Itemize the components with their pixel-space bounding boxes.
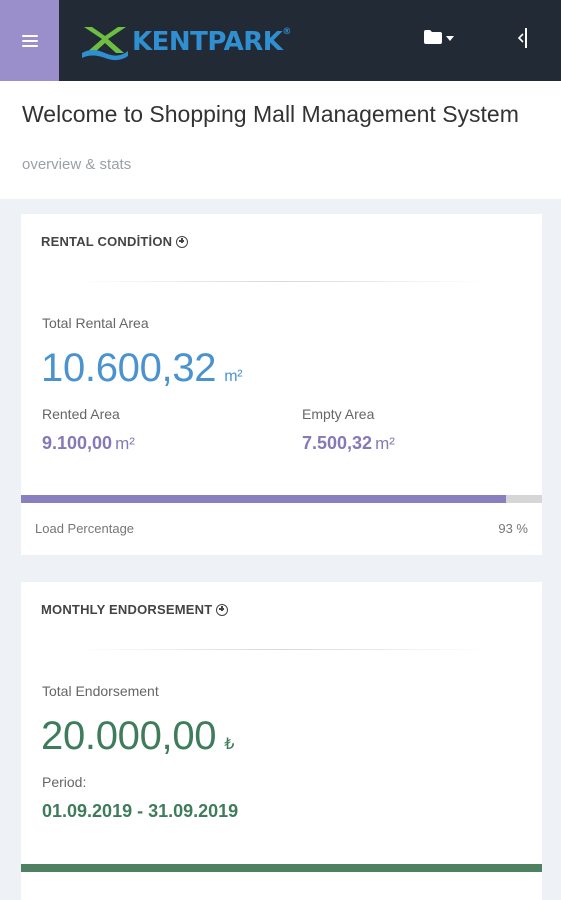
card-title: RENTAL CONDİTİON bbox=[41, 234, 189, 249]
monthly-endorsement-card: MONTHLY ENDORSEMENT Total Endorsement 20… bbox=[21, 582, 542, 900]
total-rental-area-value: 10.600,32 m² bbox=[41, 346, 243, 390]
rental-title-text: RENTAL CONDİTİON bbox=[41, 234, 173, 249]
empty-area-value: 7.500,32 m² bbox=[302, 433, 395, 453]
total-endorsement-value: 20.000,00 ₺ bbox=[41, 714, 235, 758]
rented-area-label: Rented Area bbox=[42, 406, 120, 422]
load-percentage-value: 93 % bbox=[498, 521, 528, 536]
folder-icon bbox=[424, 30, 442, 44]
collapse-sidebar-button[interactable] bbox=[516, 28, 528, 48]
endorsement-progress-bar bbox=[21, 864, 542, 872]
card-title: MONTHLY ENDORSEMENT bbox=[41, 602, 229, 617]
hamburger-icon bbox=[21, 34, 38, 47]
endorsement-title-text: MONTHLY ENDORSEMENT bbox=[41, 602, 213, 617]
chevron-down-icon bbox=[446, 35, 454, 41]
divider bbox=[76, 649, 486, 650]
period-value: 01.09.2019 - 31.09.2019 bbox=[42, 801, 239, 821]
period-label: Period: bbox=[42, 774, 87, 790]
brand-logo[interactable]: KENTPARK® bbox=[80, 22, 291, 62]
top-navbar: KENTPARK® bbox=[0, 0, 561, 81]
page-title: Welcome to Shopping Mall Management Syst… bbox=[22, 101, 519, 127]
rented-area-value: 9.100,00 m² bbox=[42, 433, 135, 453]
divider bbox=[76, 281, 486, 282]
page-subtitle: overview & stats bbox=[22, 156, 132, 173]
info-circle-icon[interactable] bbox=[216, 603, 229, 616]
load-progress-bar bbox=[21, 495, 542, 503]
collapse-left-icon bbox=[517, 28, 527, 48]
rental-condition-card: RENTAL CONDİTİON Total Rental Area 10.60… bbox=[21, 214, 542, 555]
load-percentage-label: Load Percentage bbox=[35, 521, 135, 536]
total-endorsement-label: Total Endorsement bbox=[42, 683, 159, 699]
folder-dropdown-button[interactable] bbox=[424, 30, 454, 44]
endorsement-progress-fill bbox=[21, 864, 542, 872]
empty-area-label: Empty Area bbox=[302, 406, 375, 422]
load-progress-fill bbox=[21, 495, 506, 503]
total-rental-area-label: Total Rental Area bbox=[42, 315, 149, 331]
brand-name: KENTPARK® bbox=[132, 27, 291, 57]
menu-toggle-button[interactable] bbox=[0, 0, 59, 81]
kentpark-logo-icon bbox=[82, 27, 128, 61]
info-circle-icon[interactable] bbox=[176, 235, 189, 248]
page-header: Welcome to Shopping Mall Management Syst… bbox=[0, 81, 561, 199]
